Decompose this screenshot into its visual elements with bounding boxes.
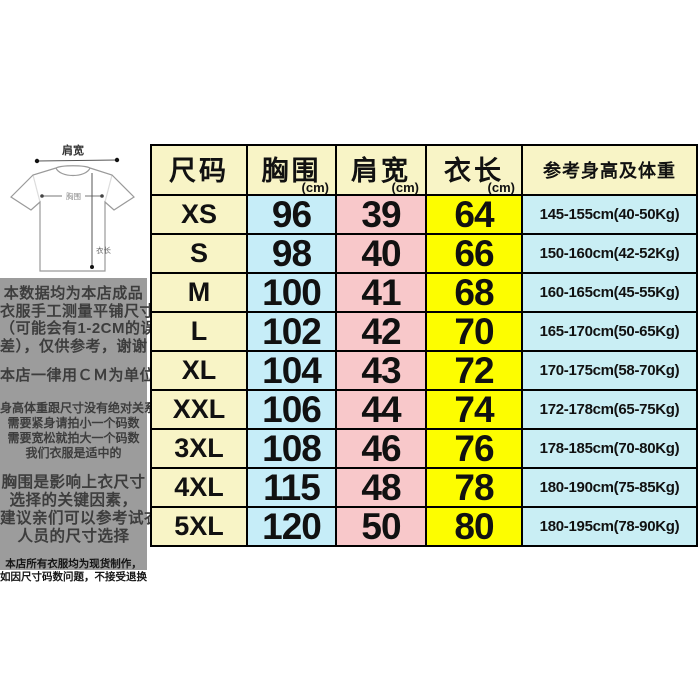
shoulder-cell: 44 [335, 389, 427, 430]
size-cell: 3XL [150, 428, 248, 469]
chest-width-label: 胸围 [66, 191, 81, 201]
table-row: 5XL 120 50 80 180-195cm(78-90Kg) [150, 506, 698, 547]
table-row: M 100 41 68 160-165cm(45-55Kg) [150, 272, 698, 313]
shoulder-cell: 43 [335, 350, 427, 391]
note-line: 我们衣服是适中的 [25, 445, 122, 460]
note-measure: 本数据均为本店成品 衣服手工测量平铺尺寸 （可能会有1-2CM的误 差），仅供参… [0, 285, 157, 355]
chest-cell: 98 [246, 233, 337, 274]
reference-cell: 165-170cm(50-65Kg) [521, 311, 698, 352]
shoulder-cell: 42 [335, 311, 427, 352]
chest-cell: 100 [246, 272, 337, 313]
size-cell: L [150, 311, 248, 352]
note-line: 需要紧身请拍小一个码数 [7, 415, 140, 430]
length-cell: 76 [425, 428, 523, 469]
reference-cell: 178-185cm(70-80Kg) [521, 428, 698, 469]
tshirt-outline [10, 165, 135, 272]
size-cell: S [150, 233, 248, 274]
note-line: 选择的关键因素， [9, 491, 138, 509]
table-row: XXL 106 44 74 172-178cm(65-75Kg) [150, 389, 698, 430]
note-line: 衣服手工测量平铺尺寸 [0, 302, 156, 320]
length-cell: 72 [425, 350, 523, 391]
tshirt-diagram: 肩宽 胸围 [0, 143, 147, 278]
left-panel: 肩宽 胸围 [0, 143, 161, 583]
size-cell: 4XL [150, 467, 248, 508]
reference-cell: 180-190cm(75-85Kg) [521, 467, 698, 508]
length-cell: 78 [425, 467, 523, 508]
note-line: 本店所有衣服均为现货制作， [5, 557, 142, 570]
note-line: 胸围是影响上衣尺寸 [1, 473, 146, 491]
note-line: 需要宽松就拍大一个码数 [7, 430, 140, 445]
shoulder-cell: 40 [335, 233, 427, 274]
reference-cell: 180-195cm(78-90Kg) [521, 506, 698, 547]
length-cell: 66 [425, 233, 523, 274]
chest-cell: 104 [246, 350, 337, 391]
shoulder-cell: 41 [335, 272, 427, 313]
shoulder-width-label: 肩宽 [62, 143, 84, 157]
chest-cell: 115 [246, 467, 337, 508]
shoulder-measure-line [36, 159, 118, 162]
shoulder-cell: 50 [335, 506, 427, 547]
shoulder-cell: 48 [335, 467, 427, 508]
length-cell: 70 [425, 311, 523, 352]
note-line: 建议亲们可以参考试衣 [0, 509, 161, 527]
header-shoulder: 肩宽 (cm) [335, 144, 427, 196]
size-cell: M [150, 272, 248, 313]
size-table: 尺码 胸围 (cm) 肩宽 (cm) 衣长 (cm) 参考身高及体重 XS 96 39… [150, 144, 698, 547]
note-fit: 身高体重跟尺寸没有绝对关系 需要紧身请拍小一个码数 需要宽松就拍大一个码数 我们… [0, 400, 157, 461]
header-size: 尺码 [150, 144, 248, 196]
header-reference: 参考身高及体重 [521, 144, 698, 196]
shoulder-cell: 39 [335, 194, 427, 235]
note-footer: 本店所有衣服均为现货制作， 如因尺寸码数问题，不接受退换 [0, 558, 147, 585]
table-row: XS 96 39 64 145-155cm(40-50Kg) [150, 194, 698, 235]
chest-cell: 96 [246, 194, 337, 235]
note-line: 身高体重跟尺寸没有绝对关系 [0, 400, 157, 415]
notes-panel: 本数据均为本店成品 衣服手工测量平铺尺寸 （可能会有1-2CM的误 差），仅供参… [0, 278, 161, 583]
note-line: 人员的尺寸选择 [17, 527, 130, 545]
table-row: 4XL 115 48 78 180-190cm(75-85Kg) [150, 467, 698, 508]
table-row: L 102 42 70 165-170cm(50-65Kg) [150, 311, 698, 352]
length-cell: 80 [425, 506, 523, 547]
size-cell: XS [150, 194, 248, 235]
table-row: S 98 40 66 150-160cm(42-52Kg) [150, 233, 698, 274]
chest-cell: 106 [246, 389, 337, 430]
garment-length-label: 衣长 [96, 245, 111, 255]
header-chest: 胸围 (cm) [246, 144, 337, 196]
reference-cell: 170-175cm(58-70Kg) [521, 350, 698, 391]
reference-cell: 150-160cm(42-52Kg) [521, 233, 698, 274]
note-line: （可能会有1-2CM的误 [0, 320, 157, 337]
length-cell: 74 [425, 389, 523, 430]
length-cell: 64 [425, 194, 523, 235]
note-line: 本数据均为本店成品 [3, 285, 144, 302]
shoulder-cell: 46 [335, 428, 427, 469]
size-table-wrap: 尺码 胸围 (cm) 肩宽 (cm) 衣长 (cm) 参考身高及体重 XS 96 39… [150, 144, 698, 547]
chest-cell: 120 [246, 506, 337, 547]
table-header-row: 尺码 胸围 (cm) 肩宽 (cm) 衣长 (cm) 参考身高及体重 [150, 144, 698, 196]
table-row: XL 104 43 72 170-175cm(58-70Kg) [150, 350, 698, 391]
note-line: 差），仅供参考，谢谢 [0, 337, 148, 355]
reference-cell: 145-155cm(40-50Kg) [521, 194, 698, 235]
size-cell: XL [150, 350, 248, 391]
reference-cell: 172-178cm(65-75Kg) [521, 389, 698, 430]
table-row: 3XL 108 46 76 178-185cm(70-80Kg) [150, 428, 698, 469]
length-cell: 68 [425, 272, 523, 313]
reference-cell: 160-165cm(45-55Kg) [521, 272, 698, 313]
header-length: 衣长 (cm) [425, 144, 523, 196]
note-unit: 本店一律用ＣＭ为单位 [0, 367, 156, 384]
chest-cell: 102 [246, 311, 337, 352]
note-chest: 胸围是影响上衣尺寸 选择的关键因素， 建议亲们可以参考试衣 人员的尺寸选择 [0, 473, 161, 546]
chest-cell: 108 [246, 428, 337, 469]
note-line: 如因尺寸码数问题，不接受退换 [0, 571, 147, 584]
size-cell: 5XL [150, 506, 248, 547]
size-cell: XXL [150, 389, 248, 430]
